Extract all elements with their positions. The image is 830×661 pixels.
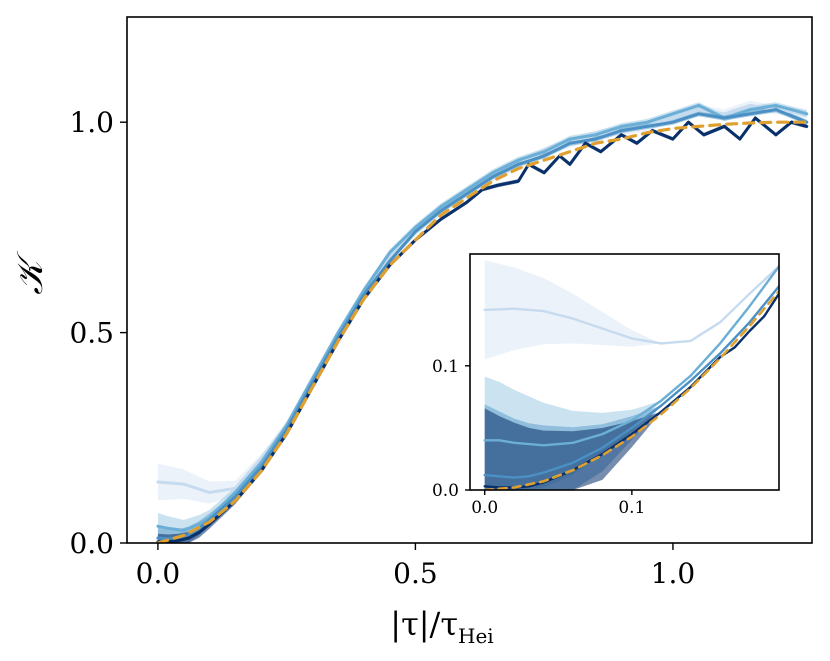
main-plot-lines — [156, 103, 809, 543]
x-axis-label: |τ|/τHei — [390, 605, 493, 648]
x-tick-label: 0.5 — [393, 557, 438, 590]
y-tick-label: 0.0 — [69, 527, 114, 560]
x-tick-label: 0.0 — [471, 498, 498, 518]
series-band — [157, 100, 807, 504]
x-tick-label: 0.0 — [136, 557, 181, 590]
main-axes: 0.0 0.5 1.0 0.0 0.5 1.0 — [69, 16, 813, 590]
series-band — [484, 260, 779, 360]
series-band — [484, 293, 779, 490]
y-tick-label: 0.1 — [432, 357, 459, 377]
series-line — [156, 103, 809, 532]
inset-axes: 0.0 0.1 0.0 0.1 — [432, 253, 780, 518]
x-tick-label: 1.0 — [651, 557, 696, 590]
inset-uncertainty-bands — [484, 260, 779, 490]
main-uncertainty-bands — [157, 100, 807, 543]
axes-frame — [126, 16, 813, 544]
inset-plot-lines — [483, 265, 779, 490]
series-line — [483, 265, 779, 447]
inset-plot: 0.0 0.1 0.0 0.1 — [432, 253, 780, 518]
x-tick-label: 0.1 — [618, 498, 645, 518]
y-tick-label: 0.0 — [432, 481, 459, 501]
series-line-dashed — [483, 290, 779, 490]
y-tick-label: 1.0 — [69, 106, 114, 139]
series-line — [483, 285, 779, 479]
y-tick-label: 0.5 — [69, 317, 114, 350]
series-line-dashed — [156, 120, 809, 543]
series-line — [483, 265, 779, 345]
y-axis-label: 𝒦 — [10, 251, 51, 295]
axes-frame — [469, 253, 780, 491]
